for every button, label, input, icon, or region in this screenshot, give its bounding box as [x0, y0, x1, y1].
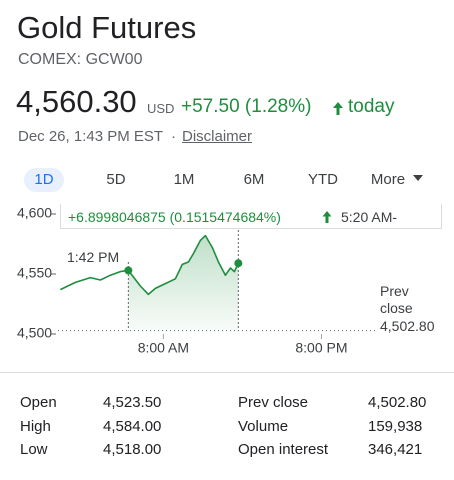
- stat-label: Low: [20, 441, 48, 458]
- prev-close-label: Prev close: [380, 283, 413, 316]
- stat-label: Volume: [238, 417, 289, 435]
- ticker: COMEX: GCW00: [18, 51, 143, 68]
- up-arrow: [333, 102, 343, 115]
- x-tick-label: 8:00 AM: [138, 340, 189, 356]
- stat-value: 159,938: [368, 417, 423, 435]
- tab[interactable]: 1D: [24, 168, 64, 192]
- tab[interactable]: More: [370, 171, 406, 188]
- up-arrow: [322, 211, 332, 223]
- title: Gold Futures: [17, 10, 197, 45]
- currency: USD: [147, 101, 175, 116]
- stat-label: Open: [20, 394, 57, 411]
- chart: 4,500 4,550 4,600 8:00 AM 8:00 PM: [17, 205, 375, 356]
- hover-time: 1:42 PM: [67, 249, 120, 265]
- divider: [0, 372, 454, 373]
- prev-close-value: 4,502.80: [380, 318, 435, 334]
- stat-label: Open interest: [238, 441, 329, 458]
- x-tick-label: 8:00 PM: [295, 340, 347, 356]
- y-tick-label: 4,600: [17, 205, 52, 221]
- stat-value: 4,518.00: [103, 441, 162, 458]
- timestamp: Dec 26, 1:43 PM EST: [18, 128, 164, 145]
- tab[interactable]: YTD: [308, 171, 338, 188]
- stat-label: High: [20, 417, 51, 435]
- stat-label: Prev close: [238, 394, 309, 411]
- separator: ·: [171, 128, 176, 145]
- tab[interactable]: 6M: [243, 171, 265, 188]
- tab[interactable]: 1M: [173, 171, 195, 188]
- change: +57.50 (1.28%): [181, 96, 312, 117]
- y-tick-label: 4,500: [17, 325, 52, 341]
- stat-value: 346,421: [368, 441, 423, 458]
- tab[interactable]: 5D: [106, 171, 126, 188]
- stat-value: 4,502.80: [368, 394, 427, 411]
- stat-value: 4,584.00: [103, 417, 162, 435]
- tooltip-box: [60, 204, 442, 229]
- tooltip-change: +6.8998046875 (0.1515474684%): [68, 209, 281, 225]
- stat-value: 4,523.50: [103, 394, 162, 411]
- period: today: [348, 96, 395, 117]
- area-fill: [128, 235, 239, 331]
- price-line: [60, 234, 240, 296]
- disclaimer-link[interactable]: Disclaimer: [182, 128, 253, 145]
- dropdown-icon: [413, 175, 423, 181]
- tooltip-time: 5:20 AM-: [341, 209, 398, 225]
- current-dot: [234, 259, 243, 268]
- price: 4,560.30: [16, 84, 137, 119]
- y-tick-label: 4,550: [17, 265, 52, 281]
- hover-dot: [124, 266, 133, 275]
